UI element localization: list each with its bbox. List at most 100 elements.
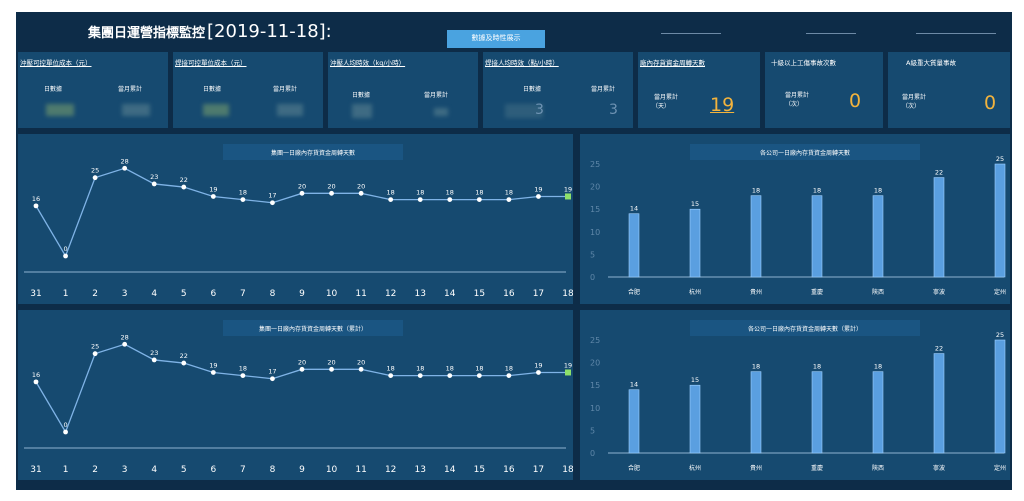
header-divider bbox=[916, 33, 996, 34]
x-tick-label: 8 bbox=[270, 465, 276, 475]
data-label: 20 bbox=[327, 182, 335, 190]
kpi-sub-label: 當月累計 bbox=[591, 86, 616, 93]
chart-title-bg bbox=[690, 320, 920, 336]
kpi-value-blurred bbox=[352, 104, 372, 118]
x-tick-label: 7 bbox=[240, 289, 246, 299]
kpi-title: 十級以上工傷事故次數 bbox=[771, 59, 836, 67]
kpi-card-stamping-efficiency: 沖壓人均時效（kg/小時） 日數據 當月累計 bbox=[328, 52, 478, 128]
x-category-label: 貴州 bbox=[750, 464, 762, 472]
y-tick-label: 20 bbox=[590, 359, 600, 368]
y-tick-label: 10 bbox=[590, 404, 600, 413]
line-chart-panel-cumulative: 集團一日廠內存貨資金周轉天數（累計） 16 31 0 1 25 2 28 3 23 4 22 5 19 6 1… bbox=[18, 310, 573, 480]
data-point bbox=[388, 373, 394, 378]
x-tick-label: 13 bbox=[414, 465, 425, 475]
x-category-label: 寧波 bbox=[933, 464, 945, 472]
bar-value-label: 25 bbox=[996, 155, 1004, 163]
data-label: 20 bbox=[298, 182, 306, 190]
x-tick-label: 31 bbox=[30, 289, 41, 299]
data-label: 18 bbox=[387, 189, 395, 197]
kpi-value-blurred bbox=[46, 104, 74, 116]
data-label: 20 bbox=[357, 182, 365, 190]
kpi-sub-label: （次） bbox=[902, 103, 921, 110]
kpi-month-value: 3 bbox=[609, 102, 618, 118]
bar-value-label: 18 bbox=[752, 363, 760, 371]
x-tick-label: 3 bbox=[122, 465, 128, 475]
x-tick-label: 15 bbox=[474, 465, 485, 475]
data-label: 19 bbox=[534, 185, 542, 193]
line-chart-panel-daily: 集團一日廠內存貨資金周轉天數 16 31 0 1 25 2 28 3 23 4 22 5 19 6 18 7 17… bbox=[18, 134, 573, 304]
data-label: 20 bbox=[298, 358, 306, 366]
data-point bbox=[33, 379, 39, 385]
bar-value-label: 18 bbox=[874, 363, 882, 371]
data-point bbox=[122, 341, 128, 347]
line-chart-cumulative: 集團一日廠內存貨資金周轉天數（累計）1631012522832342251961… bbox=[24, 320, 573, 475]
data-point bbox=[329, 190, 334, 196]
bar bbox=[994, 339, 1006, 454]
bar bbox=[689, 208, 701, 278]
x-category-label: 陝西 bbox=[872, 288, 884, 296]
y-tick-label: 25 bbox=[590, 160, 600, 169]
bar-value-label: 14 bbox=[630, 205, 638, 213]
x-tick-label: 2 bbox=[92, 465, 98, 475]
kpi-sub-label: 當月累計 bbox=[902, 94, 927, 101]
x-category-label: 定州 bbox=[994, 464, 1006, 472]
bar-value-label: 15 bbox=[691, 376, 699, 384]
bar-value-label: 22 bbox=[935, 169, 943, 177]
data-point bbox=[565, 369, 571, 376]
x-tick-label: 17 bbox=[533, 289, 544, 299]
data-label: 18 bbox=[446, 365, 454, 373]
chart-title-bg bbox=[690, 144, 920, 160]
kpi-title: 沖壓人均時效（kg/小時） bbox=[330, 59, 406, 67]
x-tick-label: 1 bbox=[63, 289, 69, 299]
y-tick-label: 15 bbox=[590, 381, 600, 390]
x-tick-label: 31 bbox=[30, 465, 41, 475]
data-label: 19 bbox=[564, 185, 572, 193]
y-tick-label: 15 bbox=[590, 205, 600, 214]
x-tick-label: 6 bbox=[210, 465, 216, 475]
kpi-value-blurred bbox=[505, 104, 543, 118]
kpi-card-welding-cost: 焊接可控單位成本（元） 日數據 當月累計 bbox=[173, 52, 323, 128]
x-tick-label: 16 bbox=[503, 465, 515, 475]
bar bbox=[872, 371, 884, 454]
kpi-sub-label: 當月累計 bbox=[654, 94, 679, 101]
chart-title: 集團一日廠內存貨資金周轉天數（累計） bbox=[259, 325, 367, 333]
bar bbox=[628, 213, 640, 278]
bar bbox=[750, 371, 762, 454]
kpi-card-welding-efficiency: 焊接人均時效（點/小時） 日數據 當月累計 3 3 bbox=[483, 52, 633, 128]
kpi-value-blurred bbox=[434, 108, 448, 116]
x-tick-label: 10 bbox=[326, 289, 338, 299]
header-divider bbox=[661, 33, 721, 34]
data-label: 20 bbox=[327, 358, 335, 366]
x-category-label: 重慶 bbox=[811, 464, 823, 472]
kpi-sub-label: 日數據 bbox=[352, 92, 371, 99]
kpi-title: 焊接可控單位成本（元） bbox=[175, 59, 247, 67]
data-point bbox=[122, 165, 128, 171]
kpi-card-quality-accidents: A級重大質量事故 當月累計 （次） 0 bbox=[888, 52, 1010, 128]
data-label: 17 bbox=[268, 368, 276, 376]
data-point bbox=[181, 184, 187, 190]
kpi-sub-label: （天） bbox=[652, 103, 671, 110]
data-label: 18 bbox=[387, 365, 395, 373]
data-point bbox=[92, 351, 98, 357]
data-timeliness-button[interactable]: 數據及時性展示 bbox=[447, 30, 545, 48]
data-point bbox=[210, 370, 216, 375]
y-tick-label: 10 bbox=[590, 228, 600, 237]
kpi-sub-label: 當月累計 bbox=[424, 92, 449, 99]
data-point bbox=[63, 253, 68, 259]
x-tick-label: 14 bbox=[444, 465, 456, 475]
x-category-label: 杭州 bbox=[689, 464, 701, 472]
x-tick-label: 9 bbox=[299, 465, 305, 475]
y-tick-label: 20 bbox=[590, 183, 600, 192]
data-point bbox=[270, 200, 275, 206]
x-category-label: 陝西 bbox=[872, 464, 884, 472]
bar-value-label: 18 bbox=[874, 187, 882, 195]
x-tick-label: 2 bbox=[92, 289, 98, 299]
kpi-sub-label: 當月累計 bbox=[273, 86, 298, 93]
bar bbox=[872, 195, 884, 278]
bar bbox=[750, 195, 762, 278]
data-label: 23 bbox=[150, 349, 158, 357]
bar-chart-panel-cumulative: 各公司一日廠內存貨資金周轉天數（累計） 0 5 10 15 20 25 14 合肥 15 杭州 18 貴… bbox=[580, 310, 1010, 480]
line-chart-daily: 集團一日廠內存貨資金周轉天數16310125228323422519618717… bbox=[24, 144, 573, 299]
x-tick-label: 12 bbox=[385, 289, 396, 299]
x-category-label: 杭州 bbox=[689, 288, 701, 296]
